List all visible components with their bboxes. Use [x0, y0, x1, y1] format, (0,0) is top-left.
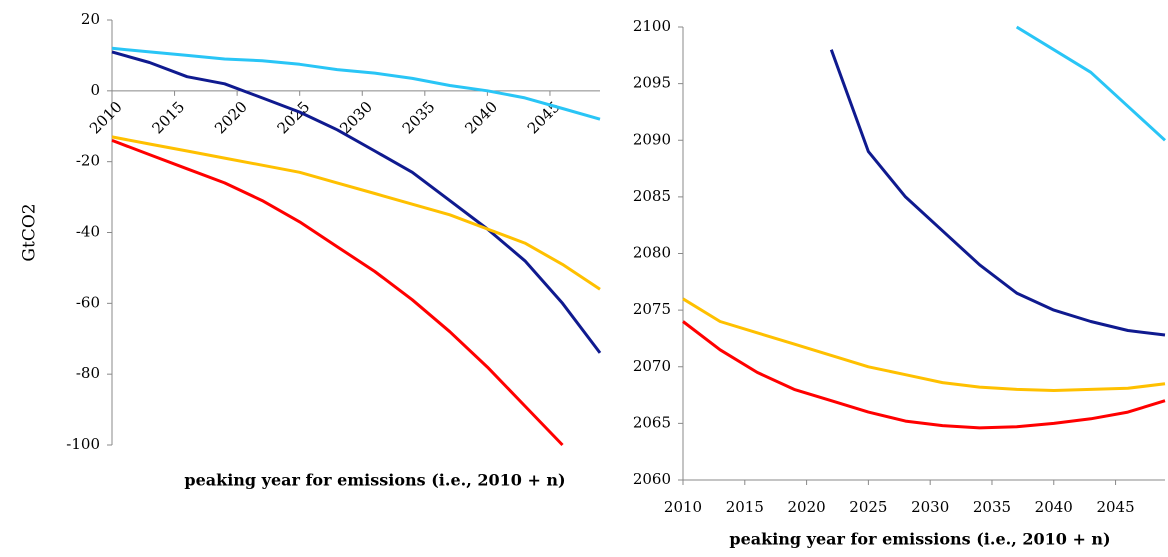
x-tick-label: 2020 — [787, 498, 825, 516]
y-tick-label: -20 — [76, 152, 100, 170]
y-tick-label: 2065 — [633, 413, 671, 431]
x-tick-label: 2045 — [1096, 498, 1134, 516]
series-line — [111, 50, 602, 354]
y-tick-label: 2090 — [633, 130, 671, 148]
series-line — [682, 320, 1166, 430]
y-tick-label: 0 — [90, 81, 100, 99]
y-tick-label: -100 — [66, 435, 100, 453]
x-tick-label: 2030 — [911, 498, 949, 516]
y-tick-label: 2070 — [633, 357, 671, 375]
y-tick-label: 2080 — [633, 244, 671, 262]
series-line — [1015, 25, 1167, 142]
y-tick-label: -80 — [76, 364, 100, 382]
x-tick-label: 2015 — [726, 498, 764, 516]
y-tick-label: 20 — [81, 10, 100, 28]
series-line — [829, 49, 1166, 337]
x-tick-label: 2010 — [664, 498, 702, 516]
x-tick-label: 2040 — [1035, 498, 1073, 516]
y-tick-label: -60 — [76, 293, 100, 311]
y-tick-label: -40 — [76, 223, 100, 241]
y-tick-label: 2095 — [633, 74, 671, 92]
x-axis-label: peaking year for emissions (i.e., 2010 +… — [184, 471, 565, 490]
y-tick-label: 2075 — [633, 300, 671, 318]
x-tick-label: 2020 — [211, 98, 251, 138]
x-tick-label: 2015 — [148, 98, 188, 138]
series-line — [682, 297, 1166, 392]
y-tick-label: 2060 — [633, 470, 671, 488]
x-tick-label: 2035 — [973, 498, 1011, 516]
series-line — [111, 135, 601, 291]
x-axis-label: peaking year for emissions (i.e., 2010 +… — [729, 530, 1110, 549]
series-line — [111, 46, 601, 121]
y-axis-label: GtCO2 — [20, 203, 40, 261]
y-tick-label: 2100 — [633, 17, 671, 35]
series-line — [111, 138, 564, 447]
x-tick-label: 2035 — [399, 98, 439, 138]
y-tick-label: 2085 — [633, 187, 671, 205]
x-tick-label: 2040 — [461, 98, 501, 138]
x-tick-label: 2025 — [849, 498, 887, 516]
x-tick-label: 2010 — [86, 98, 126, 138]
